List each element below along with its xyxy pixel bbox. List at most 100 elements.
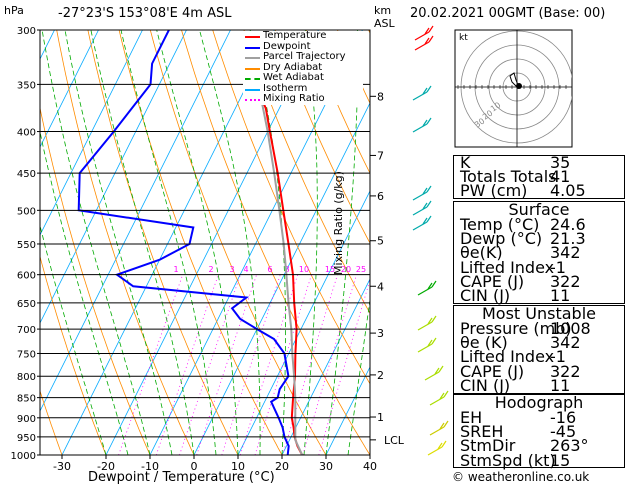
stat-label: Totals Totals xyxy=(460,167,557,186)
legend: Temperature Dewpoint Parcel Trajectory Dry … xyxy=(243,30,363,105)
mixing-ratio-label: 8 xyxy=(284,265,289,274)
wind-barb-flag xyxy=(443,420,449,428)
wind-barb-flag xyxy=(439,422,445,430)
km-tick-label: 4 xyxy=(377,280,384,293)
table-row: CIN (J) 11 xyxy=(460,288,618,304)
y-tick-label: 1000 xyxy=(11,451,36,462)
stat-label: K xyxy=(460,153,471,172)
table-row-value: -1 xyxy=(550,347,566,367)
km-tick-label: 8 xyxy=(377,90,384,103)
wind-barb-flag xyxy=(422,119,428,127)
wind-barb-flag xyxy=(424,27,430,35)
wind-barb-flag xyxy=(426,215,432,223)
table-row-label: Dewp (°C) xyxy=(460,229,543,249)
mixing-ratio-label: 15 xyxy=(325,265,335,274)
wind-barb xyxy=(424,365,444,381)
wind-barb xyxy=(412,185,432,201)
stat-pw-row: PW (cm) 4.05 xyxy=(460,183,618,199)
wind-barb-flag xyxy=(439,392,445,400)
mixing-ratio-label: 1 xyxy=(173,265,178,274)
wind-barb-flag xyxy=(427,282,433,290)
wind-barb xyxy=(417,337,437,353)
wind-barb-staff xyxy=(412,221,428,231)
wind-barb-flag xyxy=(426,85,432,93)
y-tick-label: 400 xyxy=(17,128,36,139)
km-label: km xyxy=(374,4,392,17)
hodograph-table-title: Hodograph xyxy=(494,393,584,412)
isotherm-line xyxy=(325,366,370,455)
wind-barb xyxy=(412,117,432,133)
isotherm-line xyxy=(0,30,11,455)
table-row-label: θe (K) xyxy=(460,333,508,353)
table-row-value: 342 xyxy=(550,243,581,263)
wind-barb-staff xyxy=(414,41,430,51)
wind-barb-staff xyxy=(429,396,445,406)
wind-barb-staff xyxy=(412,206,428,216)
legend-item: Dry Adiabat xyxy=(243,61,363,74)
wind-barb xyxy=(417,315,437,331)
most-unstable-box: Most Unstable Pressure (mb) 1008 θe (K) 342… xyxy=(453,305,625,394)
legend-label: Isotherm xyxy=(263,82,308,94)
wind-barb xyxy=(427,440,447,456)
wind-barb-flag xyxy=(426,200,432,208)
legend-swatch xyxy=(245,46,260,49)
y-tick-label: 700 xyxy=(17,325,36,336)
wind-barb-flag xyxy=(424,37,430,45)
wind-barb-staff xyxy=(417,343,433,353)
wind-barb-flag xyxy=(431,280,437,288)
stat-k-row: K 35 xyxy=(460,153,618,172)
isotherm-line xyxy=(61,30,275,455)
hodograph-grid xyxy=(455,30,572,147)
table-row-label: θe(K) xyxy=(460,243,503,263)
series-parcel-trajectory xyxy=(257,84,304,455)
mixing-ratio-label: 25 xyxy=(356,265,366,274)
km-tick-label: 7 xyxy=(377,149,384,162)
x-tick-label: -10 xyxy=(141,460,159,473)
y-tick-label: 800 xyxy=(17,372,36,383)
table-row-value: 322 xyxy=(550,361,581,381)
mixing-ratio-label: 10 xyxy=(299,265,309,274)
table-row: StmSpd (kt) 15 xyxy=(460,450,618,470)
wind-barb-flag xyxy=(434,367,440,375)
table-row-value: -1 xyxy=(550,257,566,277)
km-tick-label: 6 xyxy=(377,190,384,203)
table-row: Lifted Index -1 xyxy=(460,347,618,367)
legend-swatch xyxy=(245,88,260,91)
wind-barb xyxy=(414,25,434,41)
hodograph-storm-marker xyxy=(516,83,522,89)
table-row-label: StmSpd (kt) xyxy=(460,450,556,470)
wind-barb-staff xyxy=(412,123,428,133)
table-row-value: 342 xyxy=(550,333,581,353)
wind-barb-staff xyxy=(417,321,433,331)
hpa-label: hPa xyxy=(4,4,24,17)
y-tick-label: 550 xyxy=(17,240,36,251)
plot-frame xyxy=(39,29,371,456)
table-row: StmDir 263° xyxy=(460,436,618,456)
y-tick-label: 900 xyxy=(17,414,36,425)
table-row-value: 24.6 xyxy=(550,215,586,234)
table-row: Temp (°C) 24.6 xyxy=(460,215,618,234)
wind-barb-staff xyxy=(414,31,430,41)
y-tick-label: 950 xyxy=(17,433,36,444)
legend-swatch xyxy=(245,57,260,59)
wind-barb-flag xyxy=(443,390,449,398)
table-row-value: 263° xyxy=(550,436,589,456)
legend-label: Dry Adiabat xyxy=(263,61,323,73)
mixing-ratio-label: 6 xyxy=(267,265,272,274)
dry-adiabat-line xyxy=(274,30,370,244)
mixing-ratio-label: 2 xyxy=(208,265,213,274)
wind-barb-flag xyxy=(426,185,432,193)
table-row: θe(K) 342 xyxy=(460,243,618,263)
y-tick-label: 300 xyxy=(17,26,36,37)
table-row-label: Lifted Index xyxy=(460,257,555,277)
x-tick-label: 30 xyxy=(319,460,333,473)
x-tick-label: 40 xyxy=(363,460,377,473)
legend-label: Wet Adiabat xyxy=(263,72,324,83)
legend-swatch xyxy=(245,99,260,101)
mixing-ratio-label: 4 xyxy=(243,265,248,274)
table-row-value: -45 xyxy=(550,422,577,442)
datetime-label: 20.02.2021 00GMT (Base: 00) xyxy=(410,6,606,21)
stat-value: 41 xyxy=(550,167,571,186)
wet-adiabat-line xyxy=(41,30,151,455)
